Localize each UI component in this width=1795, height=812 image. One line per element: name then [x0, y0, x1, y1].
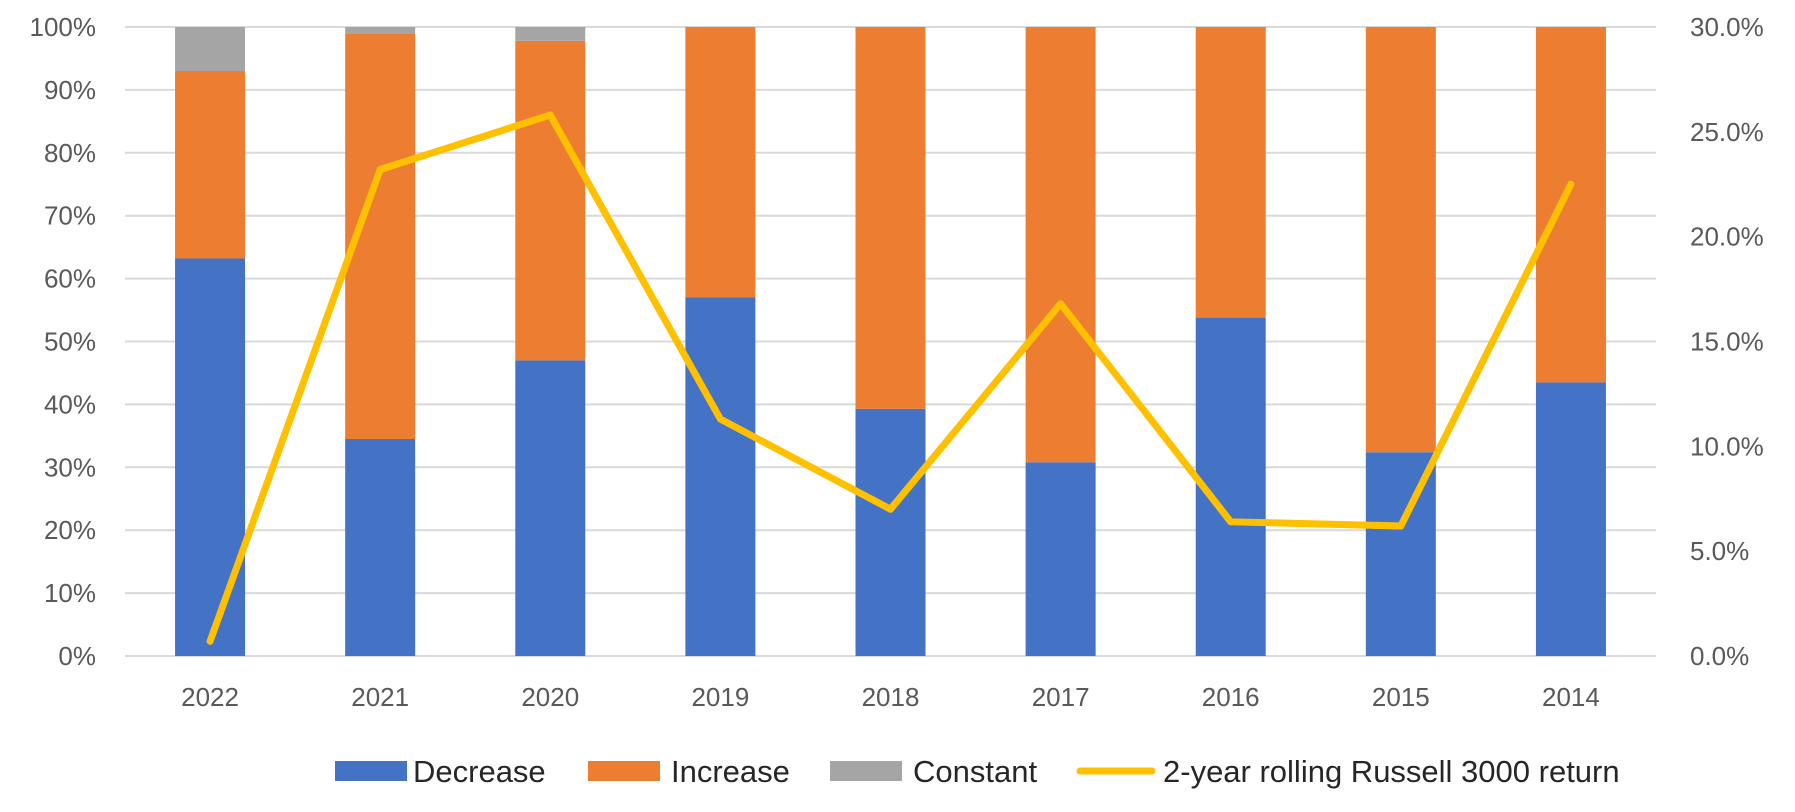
- bar-decrease-2019: [685, 297, 756, 656]
- y-left-tick-label: 30%: [44, 452, 96, 482]
- legend-swatch-increase: [588, 761, 660, 781]
- x-tick-label: 2020: [521, 682, 579, 712]
- y-right-tick-label: 0.0%: [1690, 641, 1749, 671]
- legend-label-increase: Increase: [671, 754, 790, 789]
- bar-increase-2018: [855, 27, 926, 409]
- bar-increase-2015: [1365, 27, 1436, 453]
- line-series: [206, 111, 1575, 645]
- y-left-tick-label: 40%: [44, 389, 96, 419]
- x-tick-label: 2016: [1202, 682, 1260, 712]
- bar-decrease-2018: [855, 408, 926, 656]
- bar-increase-2020: [515, 40, 586, 361]
- y-right-tick-label: 20.0%: [1690, 222, 1764, 252]
- legend: Decrease Increase Constant 2-year rolling R…: [335, 754, 1620, 789]
- bar-increase-2022: [175, 71, 246, 259]
- bar-decrease-2021: [345, 438, 416, 656]
- bar-constant-2021: [345, 27, 416, 34]
- x-axis: 2022 2021 2020 2019 2018 2017 2016 2015 2014: [181, 682, 1600, 712]
- y-left-tick-label: 90%: [44, 75, 96, 105]
- y-right-tick-label: 25.0%: [1690, 117, 1764, 147]
- legend-label-2-year-rolling-russell-3000-return: 2-year rolling Russell 3000 return: [1163, 754, 1620, 789]
- bar-increase-2019: [685, 27, 756, 298]
- y-left-tick-label: 50%: [44, 327, 96, 357]
- legend-swatch-constant: [830, 761, 902, 781]
- y-right-tick-label: 10.0%: [1690, 431, 1764, 461]
- x-tick-label: 2014: [1542, 682, 1600, 712]
- y-left-tick-label: 80%: [44, 138, 96, 168]
- y-left-tick-label: 70%: [44, 201, 96, 231]
- right-axis: 0.0% 5.0% 10.0% 15.0% 20.0% 25.0% 30.0%: [1690, 12, 1764, 671]
- legend-label-decrease: Decrease: [413, 754, 546, 789]
- bar-decrease-2014: [1535, 382, 1606, 656]
- legend-swatch-decrease: [335, 761, 407, 781]
- x-tick-label: 2018: [862, 682, 920, 712]
- x-tick-label: 2021: [351, 682, 409, 712]
- bar-decrease-2020: [515, 360, 586, 656]
- bar-constant-2020: [515, 27, 586, 41]
- y-right-tick-label: 30.0%: [1690, 12, 1764, 42]
- bar-increase-2016: [1195, 27, 1266, 318]
- y-left-tick-label: 0%: [58, 641, 96, 671]
- bar-increase-2014: [1535, 27, 1606, 383]
- x-tick-label: 2019: [691, 682, 749, 712]
- legend-label-constant: Constant: [913, 754, 1037, 789]
- bar-decrease-2017: [1025, 462, 1096, 656]
- y-left-tick-label: 100%: [30, 12, 97, 42]
- x-tick-label: 2022: [181, 682, 239, 712]
- y-left-tick-label: 20%: [44, 515, 96, 545]
- bars: [175, 27, 1606, 656]
- y-left-tick-label: 10%: [44, 578, 96, 608]
- y-right-tick-label: 15.0%: [1690, 327, 1764, 357]
- bar-constant-2022: [175, 27, 246, 72]
- left-axis: 0% 10% 20% 30% 40% 50% 60% 70% 80% 90% 100%: [30, 12, 97, 671]
- x-tick-label: 2017: [1032, 682, 1090, 712]
- y-left-tick-label: 60%: [44, 264, 96, 294]
- bar-decrease-2022: [175, 258, 246, 656]
- y-right-tick-label: 5.0%: [1690, 536, 1749, 566]
- x-tick-label: 2015: [1372, 682, 1430, 712]
- bar-increase-2017: [1025, 27, 1096, 463]
